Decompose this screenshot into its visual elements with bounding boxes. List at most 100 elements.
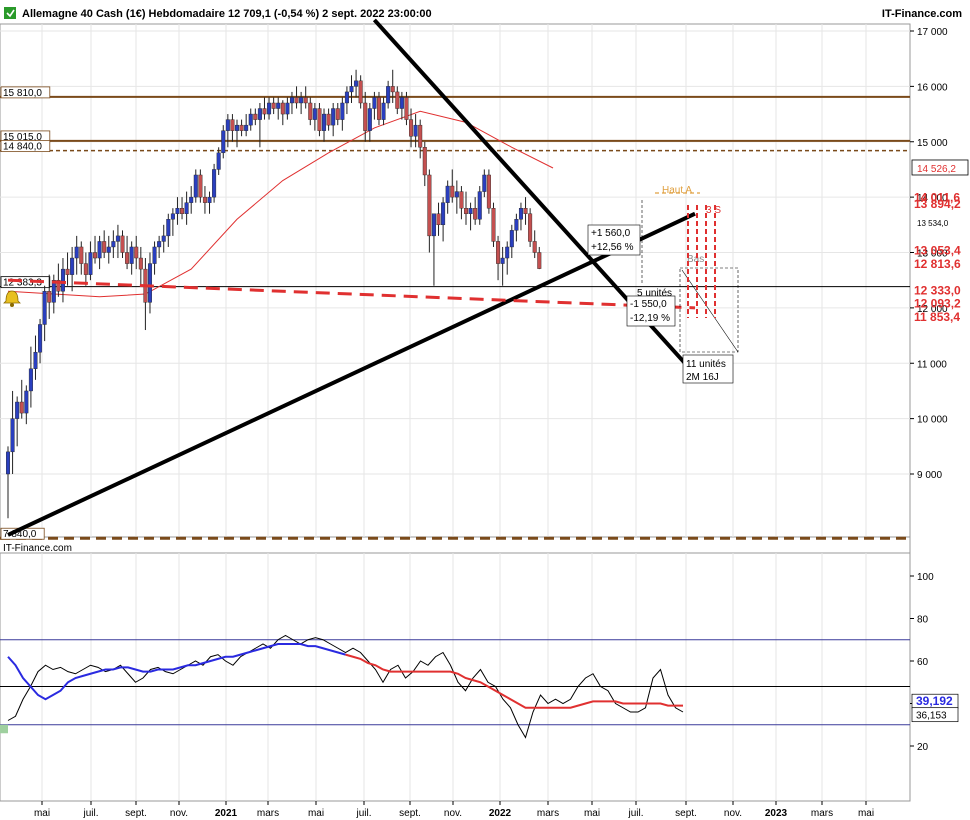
candle-body: [161, 235, 166, 242]
candle-body: [198, 174, 203, 198]
candle-body: [308, 102, 313, 120]
candle: [202, 186, 207, 214]
x-tick-label: juil.: [627, 808, 643, 819]
candle-body: [19, 401, 24, 414]
candle-body: [431, 213, 436, 237]
candle-body: [88, 252, 93, 275]
candle-body: [60, 268, 65, 292]
candle-body: [47, 291, 52, 303]
x-tick-label: 2023: [765, 808, 788, 819]
price-label: 12 333,0: [914, 283, 961, 297]
price-label: 14 526,2: [917, 164, 956, 175]
candle: [189, 186, 194, 214]
candle-body: [38, 324, 43, 353]
candle-body: [299, 97, 304, 104]
candle-body: [518, 207, 523, 220]
candle: [97, 235, 102, 270]
candle: [262, 97, 267, 120]
candle-body: [248, 113, 253, 126]
bell-icon[interactable]: [3, 290, 21, 307]
candle-body: [317, 108, 322, 131]
candle: [322, 108, 327, 142]
candle: [120, 230, 125, 259]
annotations: +1 560,0 +12,56 % -1 550,0 -12,19 % 11 unité…: [587, 185, 739, 384]
candle-body: [134, 246, 139, 259]
candle-body: [390, 86, 395, 93]
candle: [459, 186, 464, 220]
candle-body: [537, 252, 542, 269]
candle: [125, 235, 130, 270]
candle: [441, 197, 446, 242]
candle-body: [514, 219, 519, 231]
candle: [239, 119, 244, 137]
projection-units: 11 unités: [686, 359, 726, 370]
candle: [326, 108, 331, 131]
x-tick-label: 2021: [215, 808, 238, 819]
candle: [138, 246, 143, 286]
candle-body: [253, 113, 258, 120]
candle-body: [234, 124, 239, 131]
candle-body: [42, 291, 47, 325]
candle-body: [418, 124, 423, 148]
candle: [413, 114, 418, 148]
label-bas: Bas: [687, 254, 704, 265]
candle-body: [152, 246, 157, 264]
candle: [509, 224, 514, 259]
candle-body: [129, 246, 134, 264]
y-tick-label: 10 000: [917, 415, 948, 426]
candle-body: [312, 108, 317, 120]
candle-body: [372, 97, 377, 109]
candle: [532, 230, 537, 259]
candle: [308, 97, 313, 126]
candle-body: [24, 390, 29, 414]
y-tick-label: 12 000: [917, 304, 948, 315]
candle-body: [399, 97, 404, 109]
candle-body: [74, 246, 79, 259]
candle-body: [97, 241, 102, 259]
candle-body: [358, 80, 363, 104]
candle-body: [111, 241, 116, 248]
candle: [445, 180, 450, 214]
candle-body: [157, 241, 162, 248]
trendline-red-dashed: [7, 278, 696, 310]
candle: [482, 169, 487, 198]
x-tick-label: nov.: [170, 808, 188, 819]
candle-body: [413, 124, 418, 137]
candle: [38, 318, 43, 364]
candle-body: [386, 86, 391, 104]
ind-line-main: [7, 634, 684, 739]
x-tick-label: mai: [308, 808, 324, 819]
price-label: 12 813,6: [914, 257, 961, 271]
candle-body: [147, 263, 152, 303]
candle-body: [436, 213, 441, 226]
candle: [102, 230, 107, 259]
alert-icon[interactable]: [4, 7, 16, 19]
level-label: 7 840,0: [3, 529, 37, 540]
candle-body: [280, 102, 285, 115]
candle-body: [294, 97, 299, 104]
candle: [395, 86, 400, 115]
price-label: 13 053,4: [914, 244, 961, 258]
candle-body: [276, 102, 281, 109]
candle: [234, 119, 239, 148]
candle: [505, 241, 510, 275]
candle: [381, 97, 386, 126]
candle: [399, 91, 404, 120]
candle: [271, 97, 276, 115]
candle-body: [409, 119, 414, 137]
level-label: 12 383,3: [3, 278, 42, 289]
candle-body: [202, 196, 207, 203]
price-labels: 14 526,2 14 011,613 894,2 13 534,0 13 053,4…: [911, 159, 969, 324]
candle-body: [33, 351, 38, 369]
candle-body: [93, 252, 98, 259]
candle: [166, 213, 171, 247]
candle: [537, 246, 542, 270]
chart-title: Allemagne 40 Cash (1€) Hebdomadaire 12 7…: [22, 8, 432, 20]
candle-body: [445, 185, 450, 203]
measure-box-up: [587, 224, 641, 256]
candle: [376, 91, 381, 126]
candle: [518, 202, 523, 231]
candle-body: [170, 213, 175, 220]
candle: [363, 91, 368, 142]
